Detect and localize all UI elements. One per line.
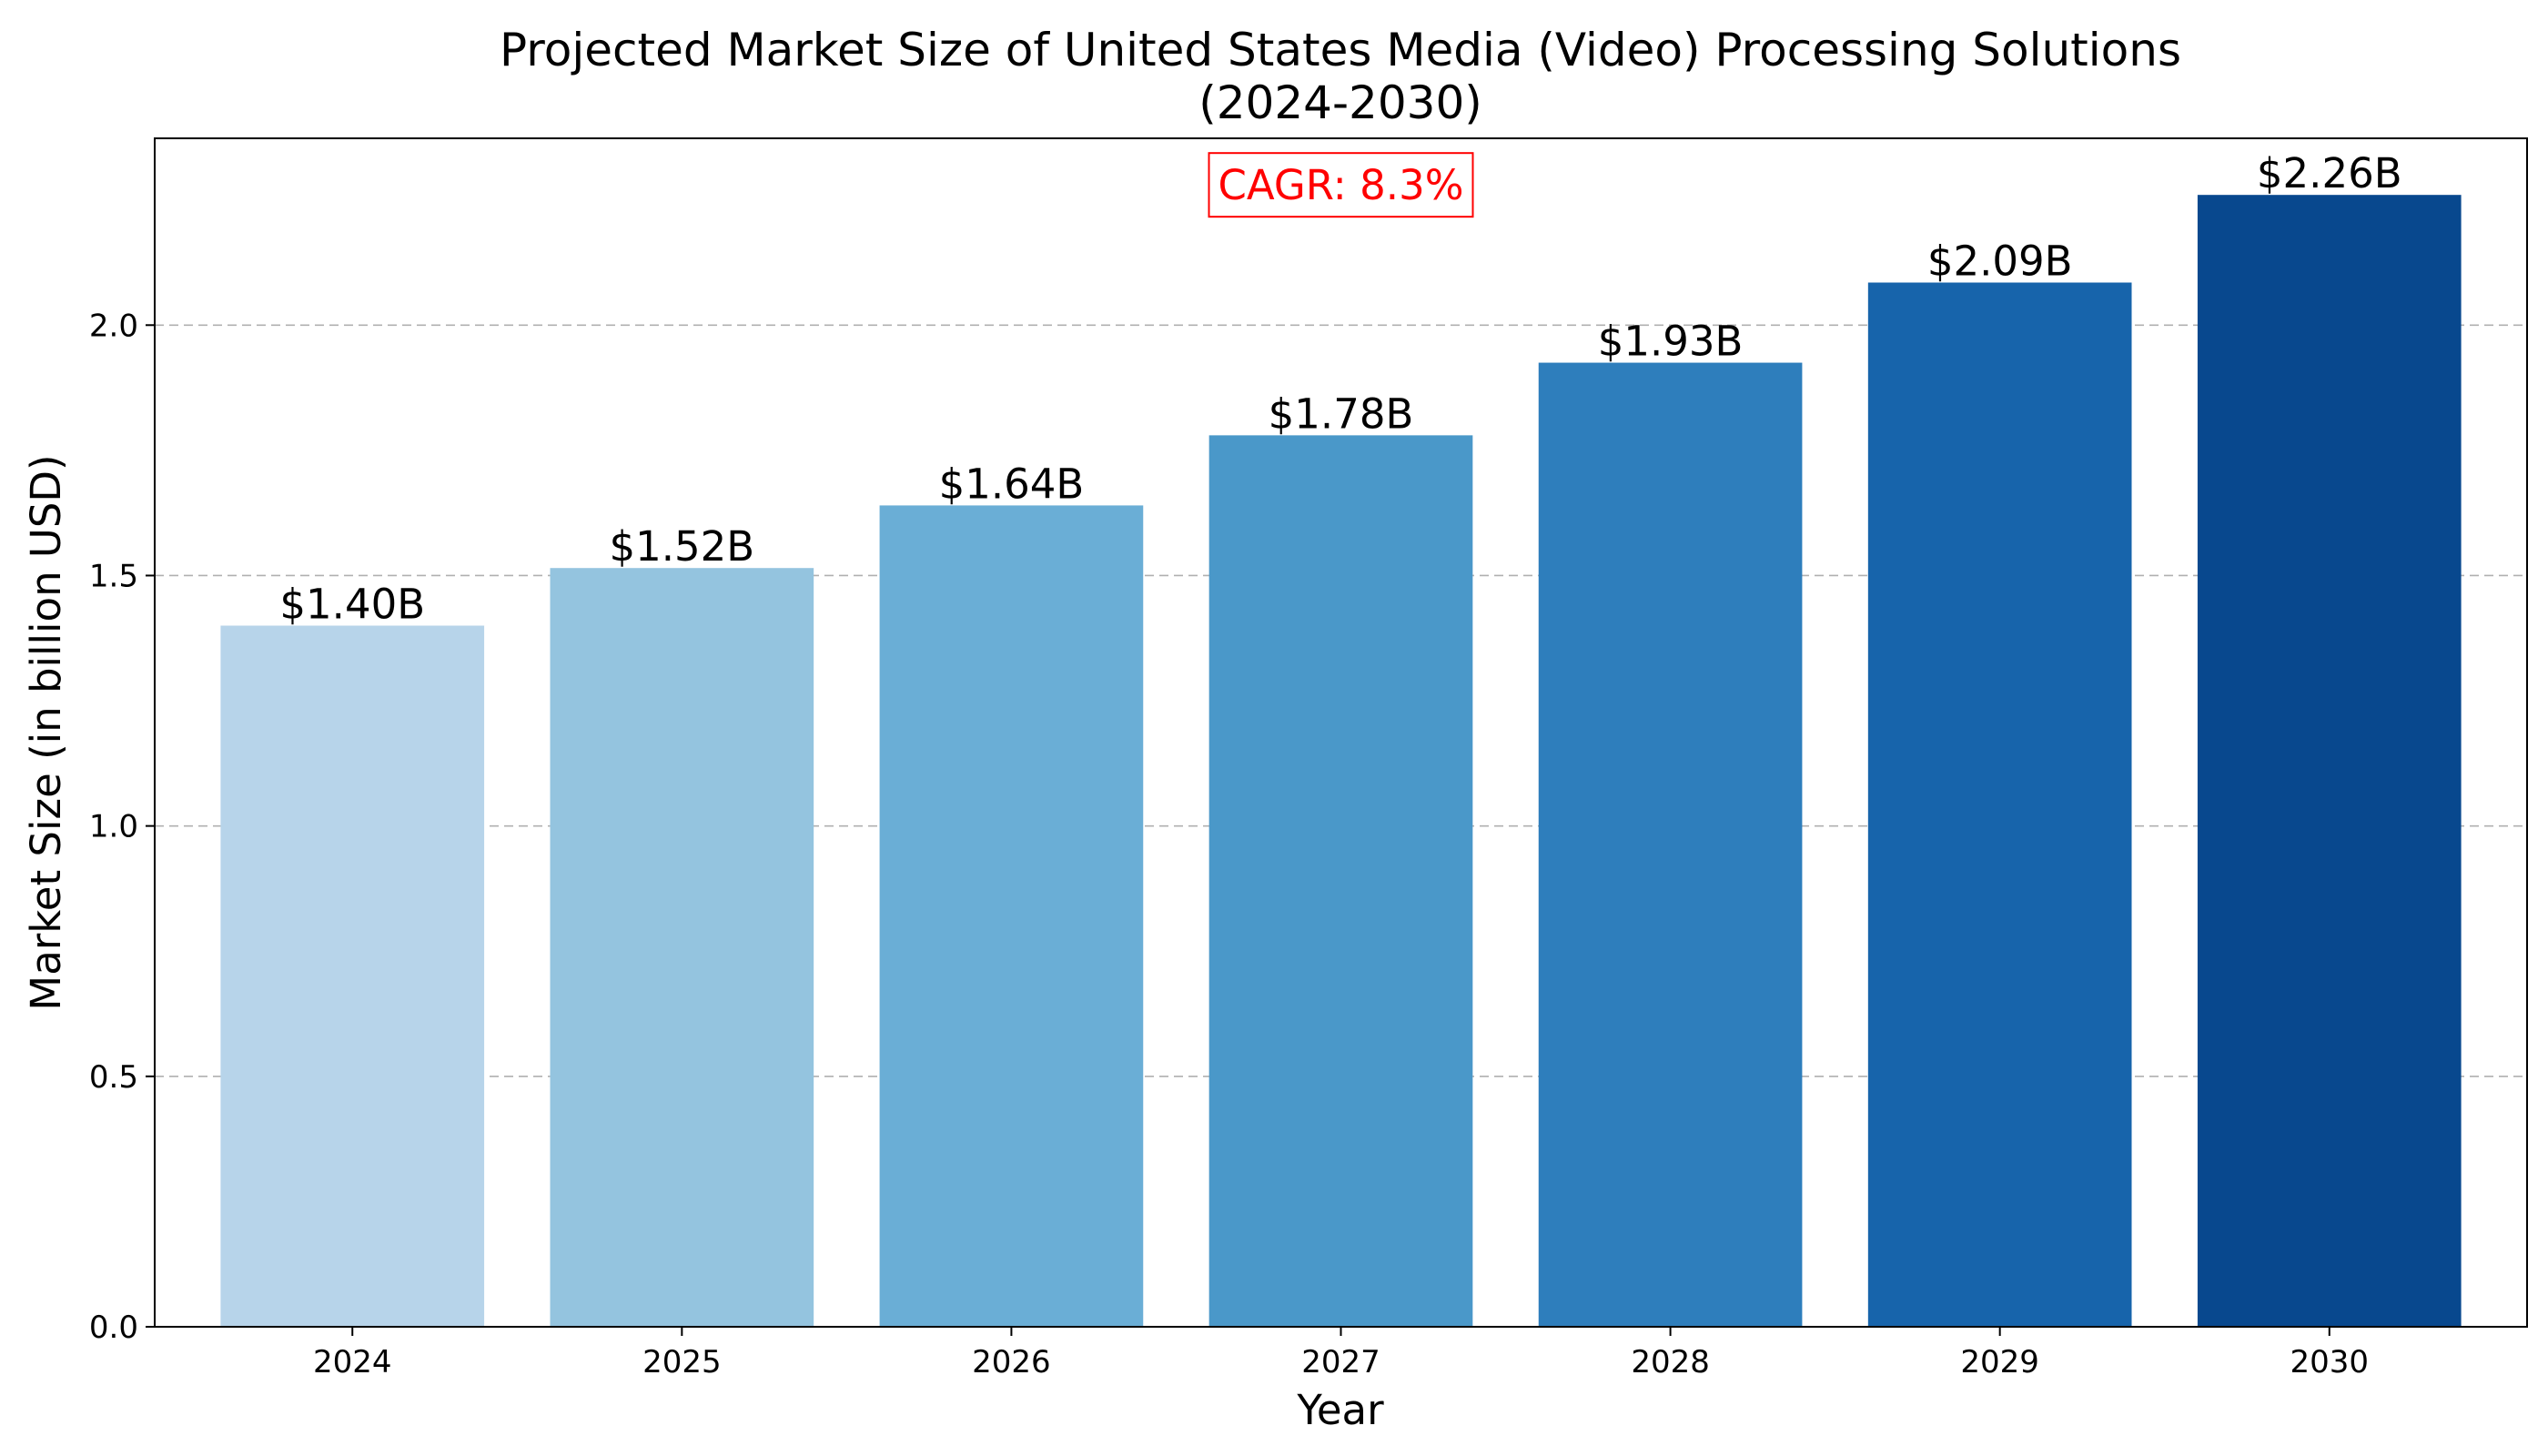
y-tick-label: 0.0 bbox=[89, 1309, 138, 1346]
data-labels: $1.40B $1.52B $1.64B $1.78B $1.93B $2.09B $2.2… bbox=[279, 149, 2401, 628]
data-label-2025: $1.52B bbox=[609, 522, 754, 571]
bar-2029 bbox=[1867, 282, 2132, 1327]
bar-2028 bbox=[1538, 362, 1803, 1327]
data-label-2028: $1.93B bbox=[1598, 318, 1744, 366]
data-label-2026: $1.64B bbox=[939, 460, 1085, 508]
cagr-box bbox=[1208, 152, 1474, 218]
y-tick-label: 1.0 bbox=[89, 809, 138, 845]
cagr-label: CAGR: 8.3% bbox=[1218, 161, 1464, 209]
x-axis-label: Year bbox=[1296, 1386, 1384, 1434]
x-tick-label-2025: 2025 bbox=[642, 1344, 722, 1380]
y-axis-label: Market Size (in billion USD) bbox=[22, 454, 70, 1010]
bars bbox=[220, 195, 2462, 1328]
bar-2024 bbox=[220, 625, 485, 1327]
x-axis-ticks: 2024 2025 2026 2027 2028 2029 2030 bbox=[313, 1327, 2369, 1380]
x-tick-label-2029: 2029 bbox=[1960, 1344, 2039, 1380]
bar-2030 bbox=[2197, 195, 2462, 1328]
bar-2025 bbox=[550, 568, 814, 1327]
data-label-2024: $1.40B bbox=[279, 580, 425, 628]
y-tick-label: 0.5 bbox=[89, 1059, 138, 1096]
data-label-2027: $1.78B bbox=[1269, 389, 1414, 438]
x-tick-label-2024: 2024 bbox=[313, 1344, 392, 1380]
x-tick-label-2026: 2026 bbox=[972, 1344, 1051, 1380]
y-tick-label: 2.0 bbox=[89, 308, 138, 344]
chart-title-line-1: Projected Market Size of United States M… bbox=[500, 24, 2181, 76]
x-tick-label-2030: 2030 bbox=[2290, 1344, 2369, 1380]
data-label-2030: $2.26B bbox=[2257, 149, 2402, 197]
bar-2027 bbox=[1208, 435, 1473, 1327]
chart-title-line-2: (2024-2030) bbox=[1198, 76, 1482, 129]
data-label-2029: $2.09B bbox=[1927, 238, 2073, 286]
cagr-annotation: CAGR: 8.3% bbox=[1208, 152, 1474, 218]
x-tick-label-2027: 2027 bbox=[1301, 1344, 1380, 1380]
x-tick-label-2028: 2028 bbox=[1631, 1344, 1710, 1380]
bar-2026 bbox=[879, 505, 1144, 1327]
y-tick-label: 1.5 bbox=[89, 558, 138, 594]
y-axis-ticks: 0.0 0.5 1.0 1.5 2.0 bbox=[89, 308, 155, 1346]
